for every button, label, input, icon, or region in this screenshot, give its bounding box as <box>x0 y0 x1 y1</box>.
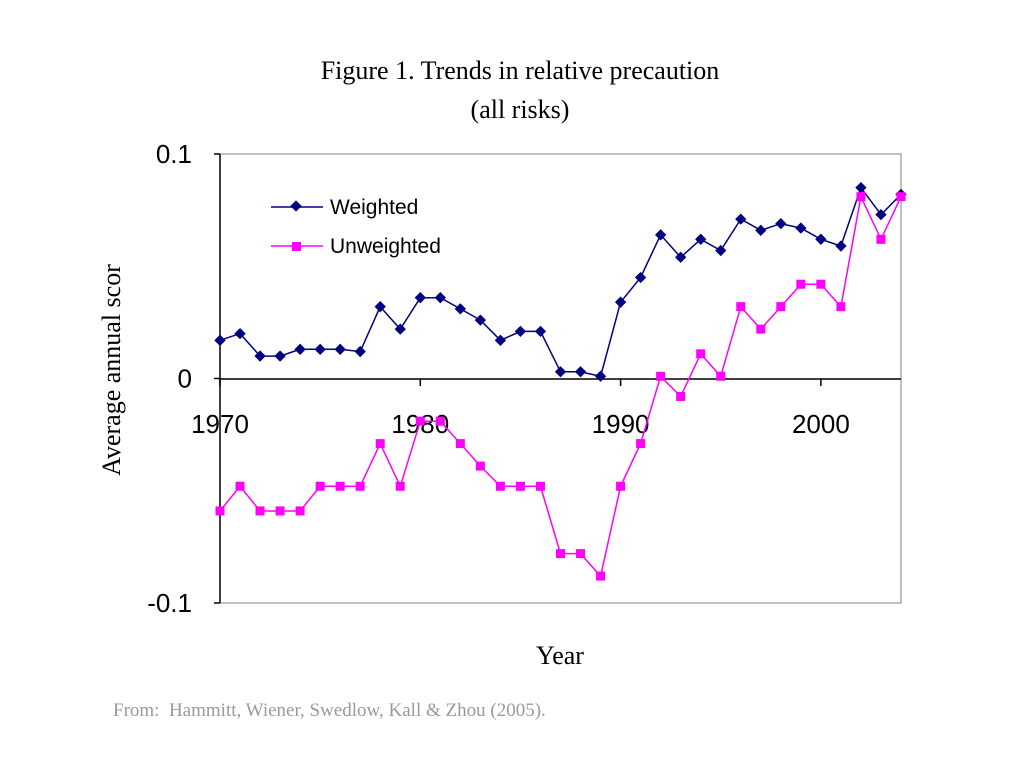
data-point <box>414 292 426 304</box>
data-point <box>696 349 706 359</box>
data-point <box>295 506 305 516</box>
data-point <box>556 549 565 559</box>
data-point <box>215 506 225 516</box>
data-point <box>394 323 406 335</box>
data-point <box>695 233 707 245</box>
data-point <box>656 371 666 381</box>
data-point <box>876 234 886 244</box>
data-point <box>594 370 607 382</box>
data-point <box>214 334 226 346</box>
data-point <box>616 481 626 491</box>
data-point <box>775 217 787 230</box>
data-point <box>294 343 306 355</box>
series-unweighted <box>215 192 906 581</box>
data-point <box>896 192 906 202</box>
data-point <box>355 481 365 491</box>
y-axis-label: Average annual scor <box>97 264 126 476</box>
data-point <box>354 345 366 358</box>
y-tick-label: 0.1 <box>156 139 192 169</box>
data-point <box>275 506 285 516</box>
data-point <box>434 292 446 304</box>
data-point <box>676 391 686 401</box>
data-point <box>234 327 246 340</box>
data-point <box>715 244 727 257</box>
x-tick-label: 1970 <box>191 409 249 439</box>
x-tick-label: 1990 <box>592 409 650 439</box>
data-point <box>574 366 587 378</box>
data-point <box>856 192 866 202</box>
legend-unweighted-label: Unweighted <box>330 235 441 258</box>
data-point <box>654 229 667 241</box>
data-point <box>796 279 806 289</box>
data-point <box>314 343 326 355</box>
data-point <box>495 481 505 491</box>
data-point <box>816 279 826 289</box>
data-point <box>435 416 445 426</box>
data-point <box>335 481 345 491</box>
chart-subtitle: (all risks) <box>471 95 570 124</box>
data-point <box>835 240 847 252</box>
x-axis-label: Year <box>536 641 584 670</box>
data-point <box>454 303 467 315</box>
data-point <box>455 439 465 449</box>
data-point <box>855 182 867 194</box>
data-point <box>815 233 827 245</box>
data-point <box>334 343 346 355</box>
data-point <box>776 302 786 312</box>
data-point <box>494 334 507 346</box>
data-point <box>375 439 385 449</box>
legend-weighted-marker <box>290 200 302 212</box>
y-tick-label: -0.1 <box>147 588 192 618</box>
legend-weighted-label: Weighted <box>330 196 418 219</box>
data-point <box>514 325 527 338</box>
series-layer <box>214 182 907 581</box>
data-point <box>614 296 627 308</box>
data-point <box>736 302 746 312</box>
data-point <box>716 371 726 381</box>
data-point <box>415 416 425 426</box>
legend: Weighted Unweighted <box>271 196 441 258</box>
data-point <box>576 549 586 559</box>
data-point <box>475 461 485 471</box>
data-point <box>634 271 647 284</box>
data-point <box>515 481 525 491</box>
data-point <box>395 481 405 491</box>
data-point <box>235 481 245 491</box>
data-point <box>795 222 807 234</box>
series-weighted <box>214 182 907 382</box>
chart-title: Figure 1. Trends in relative precaution <box>321 56 720 85</box>
y-tick-label: 0 <box>178 364 192 394</box>
x-tick-label: 2000 <box>792 409 850 439</box>
data-point <box>596 571 606 581</box>
data-point <box>255 506 265 516</box>
data-point <box>756 324 766 334</box>
x-ticks: 1970198019902000 <box>191 379 850 439</box>
data-point <box>554 366 567 378</box>
data-point <box>315 481 325 491</box>
data-point <box>735 213 747 225</box>
legend-unweighted-marker <box>292 242 301 251</box>
data-point <box>474 314 487 326</box>
data-point <box>636 439 646 449</box>
y-ticks: 0.1 0 -0.1 <box>147 139 220 618</box>
data-point <box>755 224 767 236</box>
data-point <box>836 302 846 312</box>
data-point <box>374 301 386 313</box>
source-caption: From: Hammitt, Wiener, Swedlow, Kall & Z… <box>113 700 546 721</box>
series-line <box>219 194 902 578</box>
data-point <box>254 350 266 362</box>
data-point <box>535 481 545 491</box>
data-point <box>875 208 887 221</box>
data-point <box>534 325 547 338</box>
data-point <box>274 350 286 362</box>
